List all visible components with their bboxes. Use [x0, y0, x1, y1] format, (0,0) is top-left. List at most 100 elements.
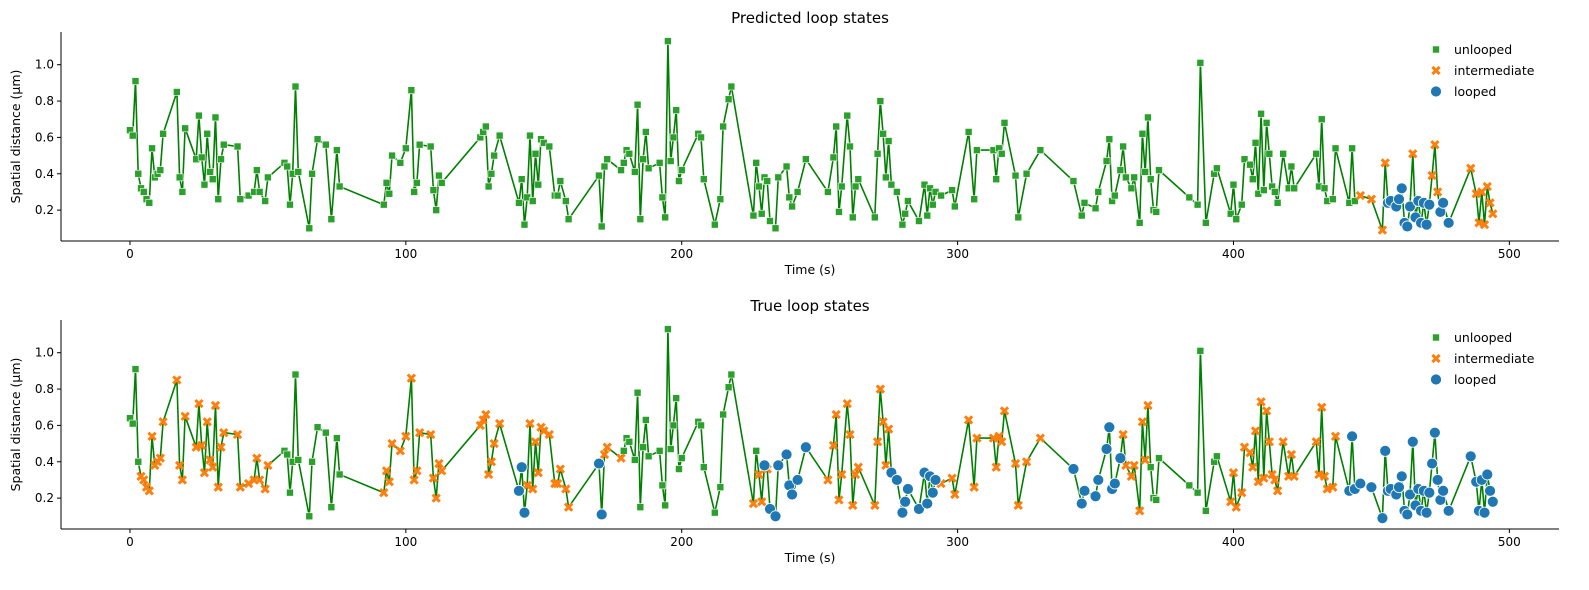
unlooped-point — [145, 199, 154, 207]
intermediate-point — [381, 466, 392, 476]
intermediate-point — [1479, 219, 1490, 230]
unlooped-point — [1265, 149, 1274, 158]
intermediate-point — [180, 411, 190, 421]
unlooped-point — [633, 388, 642, 397]
unlooped-point — [534, 180, 543, 189]
unlooped-point — [625, 437, 634, 446]
intermediate-point — [489, 438, 499, 449]
unlooped-point — [432, 206, 440, 214]
intermediate-point — [486, 457, 497, 467]
unlooped-point — [134, 457, 143, 466]
intermediate-point — [406, 373, 417, 383]
unlooped-point — [757, 209, 766, 218]
intermediate-point — [561, 484, 571, 494]
unlooped-point — [697, 421, 705, 430]
unlooped-point — [1144, 113, 1152, 122]
looped-point — [1092, 474, 1105, 486]
unlooped-point — [1317, 115, 1326, 124]
unlooped-point — [636, 215, 645, 223]
intermediate-point — [1231, 502, 1241, 512]
unlooped-point — [1036, 146, 1045, 154]
unlooped-point — [873, 149, 882, 158]
unlooped-point — [937, 191, 945, 200]
intermediate-point — [1129, 460, 1139, 471]
unlooped-point — [973, 146, 981, 154]
unlooped-point — [333, 146, 341, 154]
looped-point — [593, 457, 605, 470]
y-axis-label: Spatial distance (µm) — [8, 358, 23, 492]
unlooped-point — [788, 202, 796, 211]
unlooped-point — [313, 135, 322, 144]
unlooped-point — [1146, 463, 1155, 472]
looped-point — [1420, 506, 1433, 519]
intermediate-point — [834, 495, 844, 505]
unlooped-point — [487, 169, 496, 178]
unlooped-point — [308, 457, 316, 466]
looped-point — [1464, 450, 1477, 463]
unlooped-point — [1226, 209, 1235, 218]
unlooped-point — [699, 463, 708, 472]
unlooped-point — [724, 95, 733, 104]
unlooped-point — [843, 111, 852, 120]
x-tick-label: 100 — [394, 247, 417, 261]
looped-point — [926, 486, 939, 499]
intermediate-point — [144, 486, 154, 496]
unlooped-point — [851, 182, 860, 191]
looped-point — [902, 483, 914, 495]
intermediate-point — [1471, 189, 1481, 199]
unlooped-point — [848, 213, 857, 222]
intermediate-point — [1317, 402, 1327, 412]
intermediate-point — [883, 424, 894, 434]
intermediate-point — [1140, 455, 1150, 465]
intermediate-point — [1256, 397, 1266, 407]
unlooped-point — [658, 481, 667, 490]
looped-point — [791, 474, 804, 486]
unlooped-point — [675, 177, 683, 185]
unlooped-point — [928, 200, 937, 209]
unlooped-point — [824, 188, 832, 196]
unlooped-point — [716, 195, 725, 203]
intermediate-point — [828, 440, 839, 451]
looped-point — [1404, 488, 1416, 501]
unlooped-point — [515, 199, 523, 207]
unlooped-point — [482, 122, 490, 131]
unlooped-point — [128, 131, 137, 140]
looped-point — [1395, 182, 1408, 195]
unlooped-point — [517, 175, 526, 184]
unlooped-point — [871, 213, 879, 222]
intermediate-point — [1319, 471, 1330, 481]
unlooped-point — [727, 82, 736, 91]
unlooped-point — [774, 173, 783, 182]
unlooped-point — [802, 155, 810, 164]
intermediate-point — [216, 442, 226, 452]
intermediate-point — [1118, 429, 1128, 440]
unlooped-point — [724, 383, 733, 392]
unlooped-point — [1320, 184, 1329, 193]
intermediate-point — [158, 417, 168, 427]
unlooped-point — [782, 162, 791, 171]
intermediate-point — [831, 409, 841, 420]
intermediate-point — [1013, 500, 1023, 511]
unlooped-point — [1091, 204, 1100, 213]
intermediate-point — [1261, 406, 1272, 416]
unlooped-point — [766, 217, 774, 225]
unlooped-point — [763, 177, 772, 185]
intermediate-point — [1228, 468, 1239, 478]
unlooped-point — [597, 222, 606, 231]
intermediate-point — [379, 487, 389, 498]
intermediate-point — [563, 502, 574, 512]
x-axis-label: Time (s) — [784, 262, 836, 277]
intermediate-point — [950, 489, 960, 500]
looped-point — [1401, 508, 1414, 521]
legend-looped-marker — [1430, 85, 1442, 98]
unlooped-point — [495, 131, 504, 140]
unlooped-point — [664, 325, 672, 333]
intermediate-point — [1432, 187, 1443, 197]
looped-point — [799, 441, 812, 454]
intermediate-point — [1322, 484, 1332, 494]
intermediate-point — [1311, 437, 1321, 447]
unlooped-point — [846, 142, 854, 151]
intermediate-point — [428, 473, 439, 483]
chart-title: Predicted loop states — [731, 9, 889, 27]
unlooped-point — [904, 197, 912, 205]
